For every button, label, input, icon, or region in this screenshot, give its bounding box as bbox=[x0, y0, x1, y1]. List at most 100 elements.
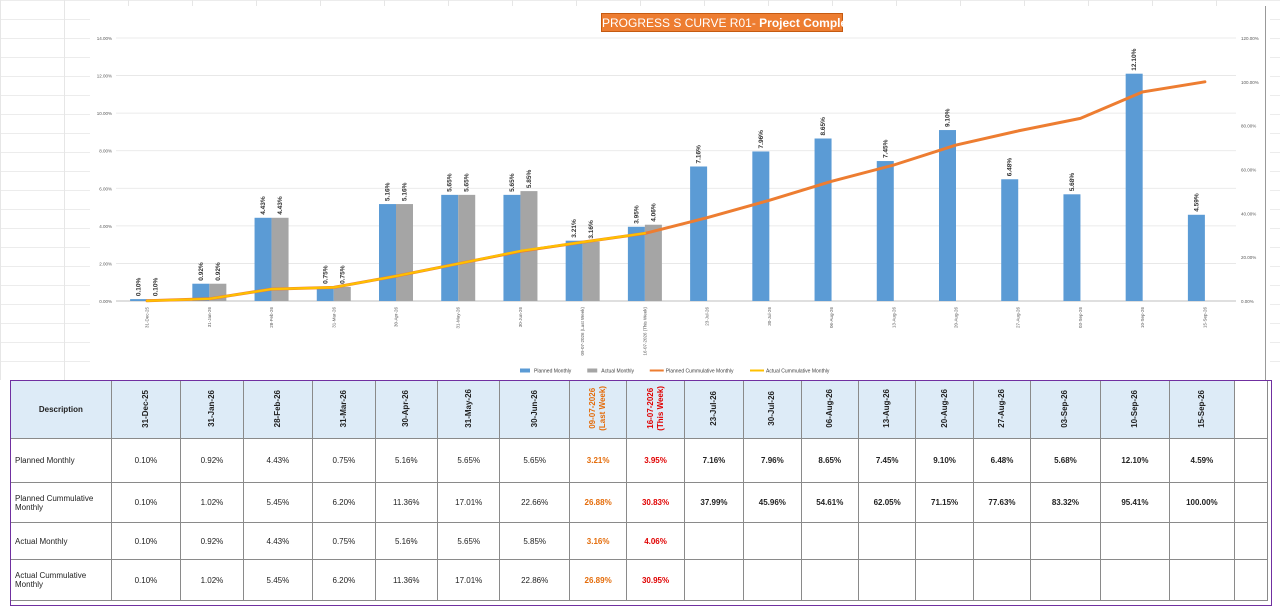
table-cell[interactable] bbox=[915, 559, 974, 601]
table-cell[interactable]: 3.21% bbox=[568, 438, 628, 483]
table-cell[interactable]: 4.59% bbox=[1169, 438, 1235, 483]
table-cell[interactable]: 37.99% bbox=[683, 482, 745, 523]
bar-data-label: 4.06% bbox=[650, 203, 657, 222]
date-column-header-text: 31-May-26 bbox=[464, 389, 474, 428]
table-cell[interactable]: 4.43% bbox=[242, 438, 314, 483]
table-cell[interactable]: 26.89% bbox=[568, 559, 628, 601]
planned-cumulative-line bbox=[145, 80, 1207, 303]
table-cell[interactable]: 26.88% bbox=[568, 482, 628, 523]
table-cell[interactable]: 4.06% bbox=[626, 522, 685, 560]
table-cell[interactable]: 17.01% bbox=[436, 482, 501, 523]
table-cell[interactable] bbox=[683, 559, 745, 601]
table-cell[interactable]: 0.10% bbox=[110, 482, 182, 523]
table-cell[interactable] bbox=[1099, 522, 1171, 560]
table-cell[interactable] bbox=[972, 522, 1032, 560]
table-cell[interactable] bbox=[1169, 522, 1235, 560]
table-cell[interactable]: 5.68% bbox=[1030, 438, 1101, 483]
table-cell[interactable]: 1.02% bbox=[180, 559, 244, 601]
table-cell[interactable] bbox=[857, 559, 917, 601]
header-line: 30-Apr-26 bbox=[401, 390, 411, 427]
table-cell[interactable]: 4.43% bbox=[242, 522, 314, 560]
table-cell[interactable]: 5.65% bbox=[436, 438, 501, 483]
table-cell[interactable]: 5.65% bbox=[499, 438, 570, 483]
table-cell[interactable]: 5.16% bbox=[374, 438, 439, 483]
table-cell[interactable] bbox=[743, 559, 802, 601]
table-cell[interactable]: 0.92% bbox=[180, 522, 244, 560]
table-cell[interactable]: 0.92% bbox=[180, 438, 244, 483]
table-cell[interactable]: 12.10% bbox=[1099, 438, 1171, 483]
bar-planned bbox=[379, 204, 396, 301]
table-cell[interactable]: 8.65% bbox=[800, 438, 859, 483]
table-cell[interactable] bbox=[683, 522, 745, 560]
row-label[interactable]: Actual Monthly bbox=[10, 522, 112, 560]
table-cell[interactable]: 7.96% bbox=[743, 438, 802, 483]
table-cell[interactable]: 45.96% bbox=[743, 482, 802, 523]
table-cell[interactable] bbox=[1169, 559, 1235, 601]
table-cell[interactable]: 17.01% bbox=[436, 559, 501, 601]
table-cell[interactable]: 1.02% bbox=[180, 482, 244, 523]
table-cell[interactable]: 7.45% bbox=[857, 438, 917, 483]
table-cell[interactable]: 6.20% bbox=[312, 482, 376, 523]
row-label[interactable]: Planned Monthly bbox=[10, 438, 112, 483]
table-cell[interactable]: 62.05% bbox=[857, 482, 917, 523]
empty-cell[interactable] bbox=[1233, 559, 1269, 601]
table-cell[interactable]: 11.36% bbox=[374, 482, 439, 523]
table-cell[interactable] bbox=[915, 522, 974, 560]
table-cell[interactable]: 5.16% bbox=[374, 522, 439, 560]
row-label[interactable]: Planned Cummulative Monthly bbox=[10, 482, 112, 523]
table-cell[interactable]: 7.16% bbox=[683, 438, 745, 483]
table-cell[interactable]: 11.36% bbox=[374, 559, 439, 601]
bar-actual bbox=[333, 286, 351, 301]
y-left-tick-label: 14.00% bbox=[97, 36, 112, 41]
table-cell[interactable] bbox=[743, 522, 802, 560]
table-cell[interactable] bbox=[800, 559, 859, 601]
table-cell[interactable] bbox=[1099, 559, 1171, 601]
table-cell[interactable]: 6.48% bbox=[972, 438, 1032, 483]
table-cell[interactable]: 54.61% bbox=[800, 482, 859, 523]
empty-cell[interactable] bbox=[1233, 438, 1269, 483]
table-cell[interactable]: 5.45% bbox=[242, 559, 314, 601]
chart-area[interactable] bbox=[90, 6, 1270, 380]
date-column-header-text: 10-Sep-26 bbox=[1130, 390, 1140, 428]
table-cell[interactable]: 77.63% bbox=[972, 482, 1032, 523]
table-cell[interactable]: 22.66% bbox=[499, 482, 570, 523]
table-cell[interactable]: 0.10% bbox=[110, 522, 182, 560]
y-left-tick-label: 4.00% bbox=[99, 224, 112, 229]
table-cell[interactable]: 9.10% bbox=[915, 438, 974, 483]
bar-data-label: 7.16% bbox=[696, 145, 703, 164]
table-cell[interactable]: 0.75% bbox=[312, 522, 376, 560]
table-cell[interactable]: 30.83% bbox=[626, 482, 685, 523]
table-cell[interactable]: 0.10% bbox=[110, 559, 182, 601]
table-cell[interactable]: 6.20% bbox=[312, 559, 376, 601]
table-cell[interactable] bbox=[800, 522, 859, 560]
date-column-header: 16-07-2026 (This Week) bbox=[626, 380, 685, 439]
table-cell[interactable]: 100.00% bbox=[1169, 482, 1235, 523]
table-cell[interactable]: 5.45% bbox=[242, 482, 314, 523]
table-cell[interactable]: 5.85% bbox=[499, 522, 570, 560]
table-cell[interactable]: 3.95% bbox=[626, 438, 685, 483]
table-cell[interactable]: 83.32% bbox=[1030, 482, 1101, 523]
table-cell[interactable] bbox=[972, 559, 1032, 601]
table-cell[interactable]: 5.65% bbox=[436, 522, 501, 560]
y-left-tick-label: 2.00% bbox=[99, 261, 112, 266]
empty-cell[interactable] bbox=[1233, 482, 1269, 523]
table-cell[interactable] bbox=[1030, 559, 1101, 601]
row-label[interactable]: Actual Cummulative Monthly bbox=[10, 559, 112, 601]
table-cell[interactable] bbox=[1030, 522, 1101, 560]
table-row: Actual Monthly 0.10% 0.92% 4.43% 0.75% 5.16% 5… bbox=[10, 522, 1269, 560]
table-cell[interactable] bbox=[857, 522, 917, 560]
bar-data-label: 5.16% bbox=[402, 182, 409, 201]
table-cell[interactable]: 30.95% bbox=[626, 559, 685, 601]
date-column-header: 27-Aug-26 bbox=[972, 380, 1032, 439]
table-cell[interactable]: 71.15% bbox=[915, 482, 974, 523]
table-cell[interactable]: 0.75% bbox=[312, 438, 376, 483]
table-cell[interactable]: 0.10% bbox=[110, 438, 182, 483]
table-cell[interactable]: 22.86% bbox=[499, 559, 570, 601]
x-tick-label: 23-Jul-26 bbox=[705, 307, 710, 326]
empty-cell[interactable] bbox=[1233, 522, 1269, 560]
bar-data-label: 5.68% bbox=[1069, 173, 1076, 192]
date-column-header-text: 27-Aug-26 bbox=[997, 389, 1007, 428]
table-cell[interactable]: 95.41% bbox=[1099, 482, 1171, 523]
table-cell[interactable]: 3.16% bbox=[568, 522, 628, 560]
y-right-tick-label: 60.00% bbox=[1241, 168, 1256, 173]
